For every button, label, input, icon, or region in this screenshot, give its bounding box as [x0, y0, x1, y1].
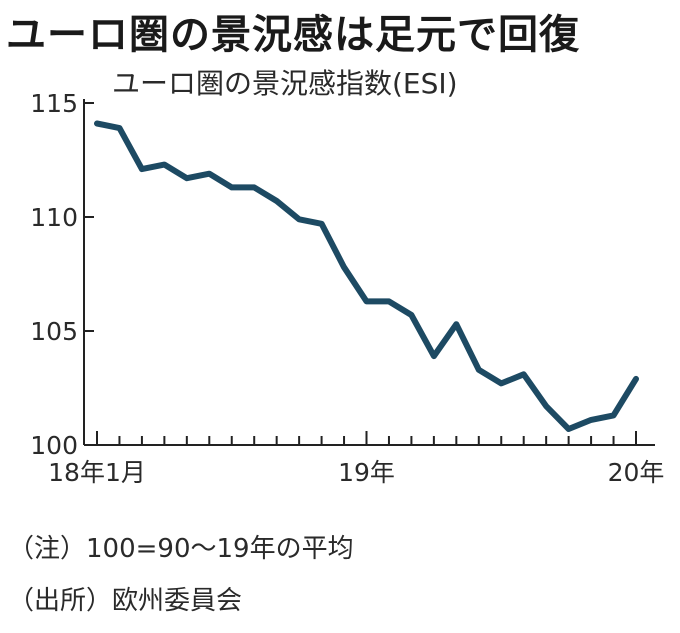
- data-point-2019-07: [498, 380, 504, 386]
- y-tick-label-100: 100: [30, 431, 78, 460]
- y-tick-label-115: 115: [30, 89, 78, 118]
- data-point-2018-06: [206, 171, 212, 177]
- data-point-2018-04: [161, 162, 167, 168]
- x-tick-label-2019-01: 19年: [338, 458, 395, 487]
- data-point-2019-09: [543, 403, 549, 409]
- data-point-2020-01: [633, 376, 639, 382]
- chart-subtitle: ユーロ圏の景況感指数(ESI): [112, 67, 458, 100]
- x-tick-label-2020-01: 20年: [608, 458, 665, 487]
- y-tick-label-110: 110: [30, 203, 78, 232]
- data-point-2018-10: [296, 216, 302, 222]
- data-point-2019-02: [386, 298, 392, 304]
- data-point-2019-05: [453, 321, 459, 327]
- chart-title: ユーロ圏の景況感は足元で回復: [6, 12, 580, 58]
- data-point-2018-11: [319, 221, 325, 227]
- data-point-2019-06: [476, 367, 482, 373]
- data-point-2019-12: [611, 412, 617, 418]
- data-point-2018-02: [116, 125, 122, 131]
- x-tick-label-2018-01: 18年1月: [48, 458, 146, 487]
- series-layer: [94, 120, 639, 432]
- note-source: （出所）欧州委員会: [8, 586, 243, 616]
- data-point-2018-08: [251, 184, 257, 190]
- data-point-2019-11: [588, 417, 594, 423]
- data-point-2018-03: [139, 166, 145, 172]
- data-point-2019-01: [364, 298, 370, 304]
- data-point-2018-09: [274, 198, 280, 204]
- x-axis: 18年1月 19年 20年: [48, 431, 664, 487]
- data-point-2018-05: [184, 175, 190, 181]
- data-point-2018-01: [94, 121, 100, 127]
- esi-series-line: [94, 120, 639, 432]
- y-tick-label-105: 105: [30, 317, 78, 346]
- y-axis: 100 105 110 115: [30, 89, 94, 460]
- data-point-2019-10: [566, 426, 572, 432]
- data-point-2019-03: [408, 312, 414, 318]
- note-baseline: （注）100=90～19年の平均: [8, 534, 354, 564]
- data-point-2018-07: [229, 184, 235, 190]
- data-point-2019-04: [431, 353, 437, 359]
- data-point-2018-12: [341, 264, 347, 270]
- data-point-2019-08: [521, 371, 527, 377]
